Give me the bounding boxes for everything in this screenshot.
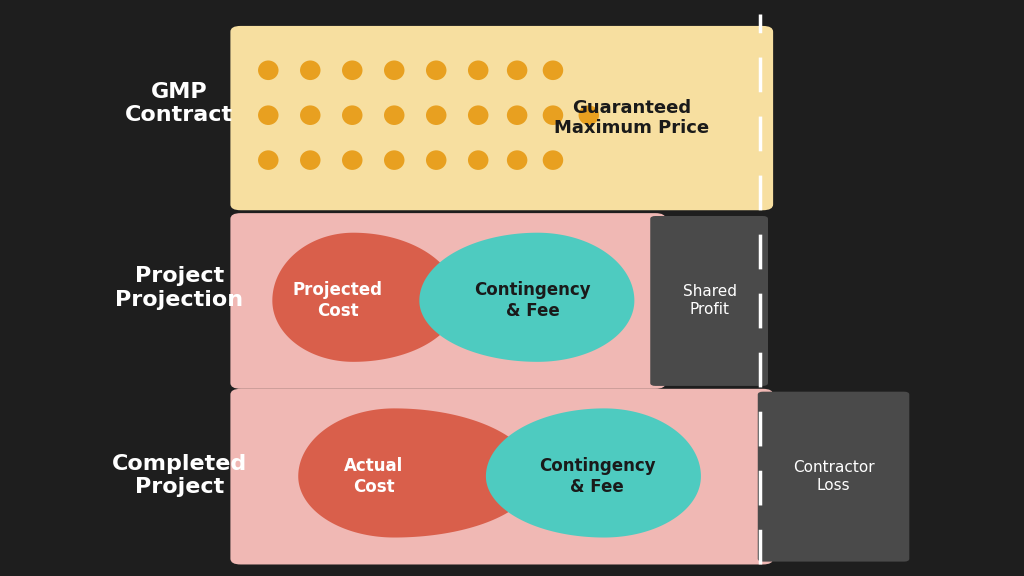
Polygon shape — [298, 408, 535, 537]
Ellipse shape — [468, 150, 488, 170]
Ellipse shape — [543, 150, 563, 170]
Ellipse shape — [426, 60, 446, 80]
Polygon shape — [272, 233, 458, 362]
Text: Completed
Project: Completed Project — [112, 454, 247, 497]
Ellipse shape — [468, 105, 488, 125]
Ellipse shape — [426, 105, 446, 125]
FancyBboxPatch shape — [230, 389, 773, 564]
FancyBboxPatch shape — [758, 392, 909, 562]
Ellipse shape — [300, 150, 321, 170]
Ellipse shape — [507, 105, 527, 125]
Ellipse shape — [579, 105, 599, 125]
Text: Projected
Cost: Projected Cost — [293, 281, 383, 320]
Ellipse shape — [300, 105, 321, 125]
Ellipse shape — [507, 60, 527, 80]
FancyBboxPatch shape — [230, 26, 773, 210]
Ellipse shape — [300, 60, 321, 80]
Ellipse shape — [258, 60, 279, 80]
Ellipse shape — [426, 150, 446, 170]
Ellipse shape — [258, 105, 279, 125]
Ellipse shape — [468, 60, 488, 80]
Ellipse shape — [543, 105, 563, 125]
Ellipse shape — [543, 60, 563, 80]
Text: Contingency
& Fee: Contingency & Fee — [474, 281, 591, 320]
Text: GMP
Contract: GMP Contract — [125, 82, 233, 126]
Ellipse shape — [258, 150, 279, 170]
Text: Contingency
& Fee: Contingency & Fee — [539, 457, 655, 496]
Polygon shape — [420, 233, 635, 362]
Ellipse shape — [384, 60, 404, 80]
Ellipse shape — [384, 150, 404, 170]
Text: Guaranteed
Maximum Price: Guaranteed Maximum Price — [554, 98, 710, 138]
Text: Contractor
Loss: Contractor Loss — [793, 460, 874, 492]
FancyBboxPatch shape — [650, 216, 768, 386]
Ellipse shape — [342, 105, 362, 125]
Ellipse shape — [342, 150, 362, 170]
Text: Project
Projection: Project Projection — [115, 266, 244, 310]
Text: Shared
Profit: Shared Profit — [683, 285, 736, 317]
Ellipse shape — [342, 60, 362, 80]
FancyBboxPatch shape — [230, 213, 666, 389]
Text: Actual
Cost: Actual Cost — [344, 457, 403, 496]
Polygon shape — [486, 408, 700, 537]
Ellipse shape — [384, 105, 404, 125]
Ellipse shape — [507, 150, 527, 170]
